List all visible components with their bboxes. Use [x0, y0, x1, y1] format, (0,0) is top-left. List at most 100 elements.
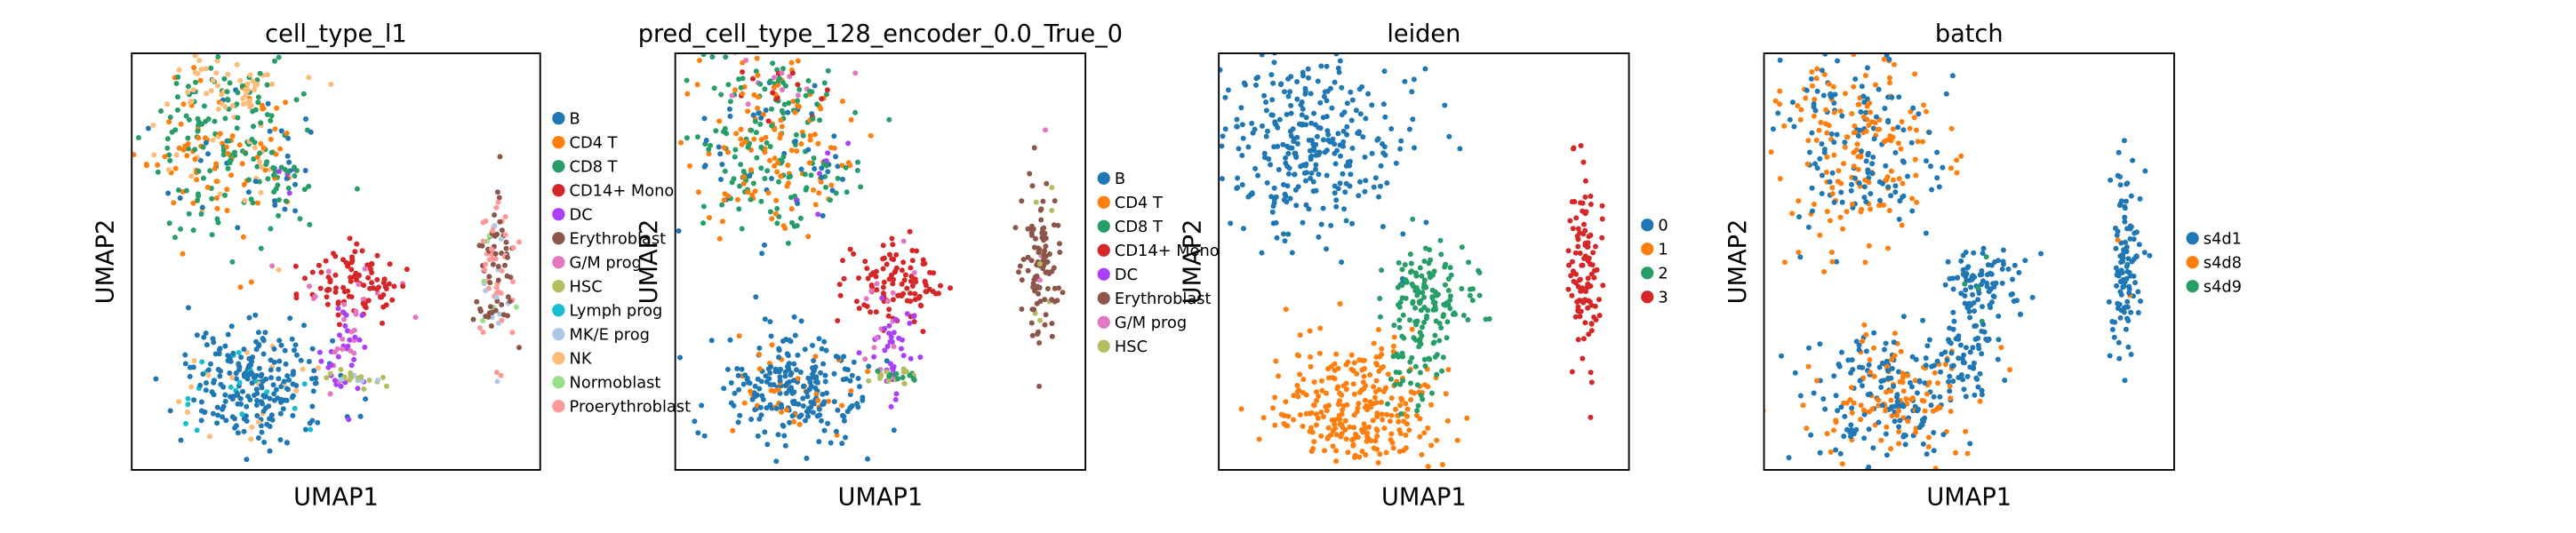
data-point	[1875, 396, 1881, 402]
data-point	[1398, 410, 1404, 417]
data-point	[1836, 168, 1842, 174]
data-point	[827, 197, 834, 203]
data-point	[495, 199, 501, 205]
data-point	[1914, 199, 1920, 205]
data-point	[1964, 373, 1971, 379]
data-point	[726, 106, 732, 112]
data-point	[234, 390, 241, 396]
data-point	[1371, 184, 1377, 190]
data-point	[284, 440, 291, 446]
data-point	[800, 395, 806, 402]
data-point	[404, 266, 410, 273]
data-point	[1947, 373, 1953, 379]
data-point	[891, 330, 897, 336]
data-point	[759, 251, 765, 257]
data-point	[1962, 300, 1968, 306]
data-point	[1324, 408, 1330, 414]
data-point	[228, 323, 235, 330]
data-point	[1856, 364, 1862, 370]
data-point	[289, 394, 295, 401]
data-point	[1403, 277, 1409, 283]
data-point	[1839, 199, 1845, 205]
data-point	[254, 200, 261, 206]
data-point	[1888, 388, 1894, 394]
data-point	[840, 377, 846, 383]
data-point	[1303, 115, 1309, 121]
data-point	[268, 226, 274, 232]
data-point	[1890, 126, 1896, 132]
panel-title: pred_cell_type_128_encoder_0.0_True_0	[638, 20, 1123, 48]
data-point	[819, 346, 825, 352]
data-point	[1926, 337, 1932, 343]
data-point	[1952, 449, 1959, 456]
data-point	[202, 135, 209, 141]
data-point	[1838, 404, 1844, 410]
data-point	[1270, 220, 1276, 227]
data-point	[198, 66, 204, 73]
data-point	[286, 159, 292, 165]
data-point	[1432, 289, 1438, 295]
data-point	[901, 380, 908, 386]
data-point	[317, 285, 324, 291]
data-point	[1869, 171, 1876, 177]
data-point	[788, 385, 795, 391]
data-point	[1314, 133, 1320, 139]
data-point	[767, 209, 773, 215]
data-point	[1580, 200, 1586, 206]
data-point	[1907, 125, 1913, 131]
data-point	[203, 387, 209, 394]
data-point	[494, 298, 500, 305]
data-point	[1811, 113, 1817, 119]
data-point	[244, 403, 250, 410]
data-point	[143, 161, 149, 168]
data-point	[1599, 235, 1605, 241]
data-point	[719, 219, 725, 225]
data-point	[863, 296, 869, 302]
data-point	[880, 256, 886, 262]
data-point	[1872, 120, 1878, 126]
legend-label: 1	[1658, 241, 1668, 259]
data-point	[2116, 149, 2122, 155]
data-point	[740, 381, 747, 387]
data-point	[2123, 326, 2129, 332]
data-point	[1851, 84, 1857, 90]
axes-frame	[1218, 52, 1630, 471]
data-point	[847, 246, 853, 252]
data-point	[1170, 179, 1175, 185]
data-point	[908, 355, 914, 362]
data-point	[182, 420, 189, 426]
data-point	[1777, 101, 1783, 107]
data-point	[1571, 278, 1577, 284]
data-point	[1948, 125, 1955, 131]
data-point	[1419, 273, 1425, 279]
data-point	[135, 134, 141, 141]
data-point	[1851, 149, 1857, 155]
data-point	[352, 334, 358, 340]
data-point	[493, 370, 500, 376]
data-point	[833, 428, 839, 434]
data-point	[347, 235, 353, 242]
data-point	[1031, 244, 1037, 251]
data-point	[1051, 222, 1057, 228]
data-point	[503, 239, 509, 245]
data-point	[2142, 168, 2148, 174]
data-point	[1332, 79, 1338, 85]
data-point	[1416, 344, 1422, 350]
data-point	[255, 434, 261, 442]
data-point	[821, 162, 828, 168]
data-point	[1305, 66, 1311, 72]
data-point	[1466, 259, 1472, 266]
data-point	[790, 378, 797, 384]
data-point	[821, 80, 828, 86]
data-point	[727, 99, 733, 105]
data-point	[1303, 161, 1309, 167]
data-point	[1302, 88, 1308, 95]
data-point	[696, 57, 703, 64]
data-point	[1827, 218, 1834, 224]
data-point	[2128, 193, 2134, 199]
data-point	[1035, 330, 1041, 338]
data-point	[775, 179, 782, 185]
data-point	[1569, 259, 1575, 265]
legend-label: B	[570, 110, 580, 129]
